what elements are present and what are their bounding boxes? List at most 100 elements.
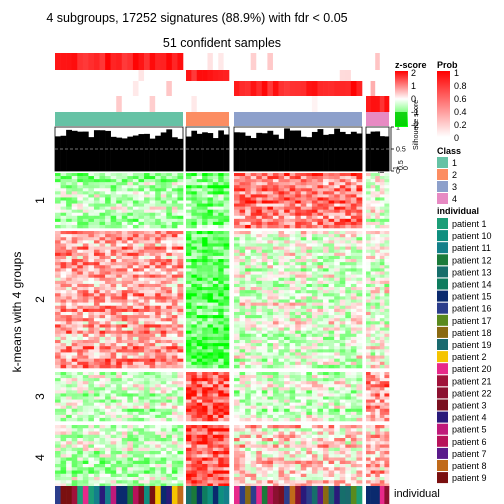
individual-legend-swatch [437, 460, 448, 471]
individual-cell [272, 486, 279, 504]
silhouette-bar [88, 137, 95, 171]
prob-cell [239, 81, 246, 96]
prob-cell [375, 81, 381, 96]
prob-cell [334, 81, 341, 96]
prob-cell [356, 81, 363, 96]
prob-cell [127, 96, 134, 112]
class-bar-1 [55, 112, 183, 126]
prob-cell [339, 70, 346, 81]
prob-cell [105, 96, 111, 112]
individual-legend-label: patient 16 [452, 304, 492, 314]
individual-cell [60, 486, 67, 504]
prob-cell [223, 96, 230, 112]
zscore-low-swatch [395, 112, 407, 126]
prob-cell [177, 70, 184, 81]
prob-cell [284, 70, 290, 81]
silhouette-bar [66, 129, 72, 171]
prob-cell [250, 70, 257, 81]
individual-legend-label: patient 1 [452, 219, 487, 229]
silhouette-legend-title: Silhouette score [413, 100, 420, 150]
individual-cell [202, 486, 208, 504]
individual-cell [77, 486, 84, 504]
class-bar-2 [186, 112, 229, 126]
prob-cell [191, 81, 198, 96]
individual-legend-label: patient 2 [452, 352, 487, 362]
prob-cell [370, 81, 376, 96]
prob-cell [379, 70, 385, 81]
individual-legend-swatch [437, 242, 448, 254]
individual-cell [239, 486, 246, 504]
prob-cell [366, 96, 371, 112]
prob-cell [171, 81, 178, 96]
prob-cell [166, 81, 173, 96]
prob-cell [202, 96, 208, 112]
prob-cell [267, 81, 274, 96]
prob-cell [345, 70, 352, 81]
prob-cell [311, 53, 318, 70]
individual-legend-label: patient 12 [452, 255, 492, 265]
silhouette-bar [239, 132, 246, 171]
prob-cell [345, 53, 352, 70]
individual-cell [207, 486, 214, 504]
prob-cell [334, 53, 341, 70]
prob-cell [160, 53, 167, 70]
row-group-label: 3 [33, 393, 47, 400]
silhouette-bar [384, 136, 390, 171]
prob-cell [132, 53, 139, 70]
individual-legend-swatch [437, 266, 448, 278]
individual-cell [144, 486, 150, 504]
silhouette-bar [334, 128, 341, 171]
silhouette-bar [218, 130, 224, 171]
prob-cell [234, 70, 240, 81]
silhouette-bar [191, 130, 198, 171]
prob-cell [234, 81, 240, 96]
silhouette-bar [267, 130, 274, 171]
prob-cell [88, 96, 95, 112]
expression-heatmap [55, 173, 390, 491]
silhouette-bar [77, 131, 84, 171]
prob-cell [218, 53, 224, 70]
individual-legend-label: patient 14 [452, 280, 492, 290]
prob-cell [366, 53, 371, 70]
prob-cell [306, 81, 313, 96]
silhouette-bar [60, 135, 67, 171]
prob-cell [144, 96, 150, 112]
prob-tick: 0.2 [454, 120, 467, 130]
zscore-tick: -1 [411, 107, 419, 117]
class-legend-label: 4 [452, 194, 457, 204]
prob-tick: 0.6 [454, 94, 467, 104]
prob-cell [177, 53, 184, 70]
prob-cell [278, 81, 285, 96]
prob-cell [71, 81, 78, 96]
prob-cell [160, 96, 167, 112]
silhouette-bar [278, 138, 285, 171]
prob-cell [311, 96, 318, 112]
prob-cell [350, 96, 357, 112]
individual-cell [366, 486, 371, 504]
prob-cell [121, 53, 128, 70]
prob-cell [345, 81, 352, 96]
individual-cell [245, 486, 251, 504]
class-annotation [55, 112, 389, 126]
prob-legend-title: Prob [437, 60, 458, 70]
silhouette-bar [289, 130, 296, 171]
individual-cell [93, 486, 100, 504]
prob-cell [284, 96, 290, 112]
silhouette-bar [202, 132, 208, 171]
prob-cell [317, 96, 324, 112]
silhouette-bar [245, 135, 251, 171]
silhouette-bar [105, 130, 111, 171]
silhouette-bar [379, 136, 385, 171]
class-legend-swatch [437, 157, 448, 168]
individual-legend-swatch [437, 447, 448, 459]
individual-cell [384, 486, 390, 504]
class-bar-4 [366, 112, 389, 126]
individual-legend-swatch [437, 375, 448, 387]
silhouette-bar [160, 132, 167, 171]
prob-cell [223, 53, 230, 70]
prob-cell [272, 70, 279, 81]
individual-cell [212, 486, 219, 504]
prob-cell [66, 81, 72, 96]
prob-cell [191, 96, 198, 112]
prob-cell [328, 96, 335, 112]
